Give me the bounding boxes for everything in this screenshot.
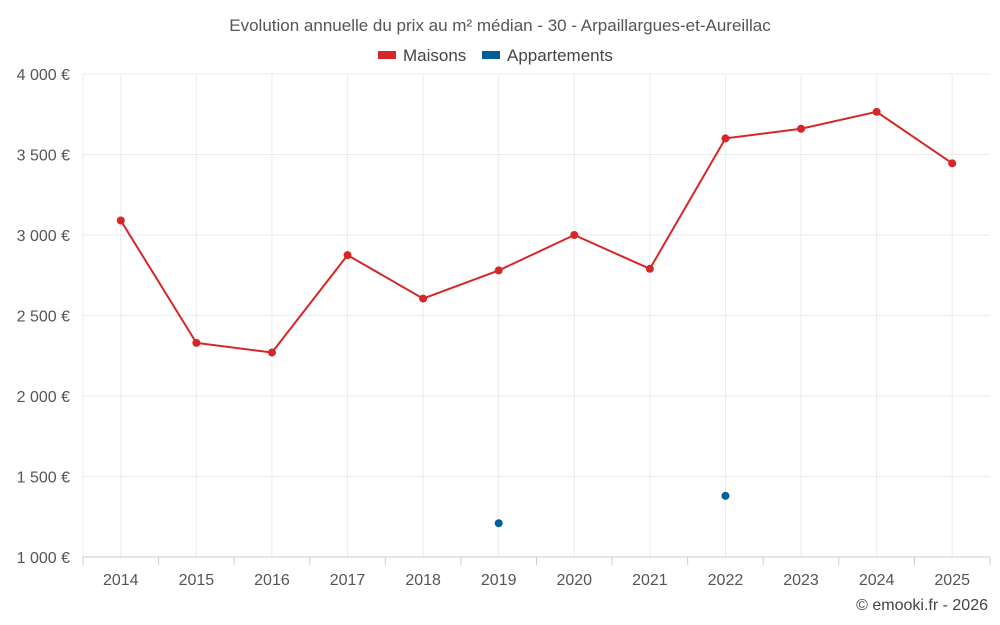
y-tick-label: 1 500 € bbox=[17, 470, 70, 487]
x-tick-label: 2019 bbox=[481, 572, 517, 589]
y-axis: 1 000 € 1 500 € 2 000 € 2 500 € 3 000 € 3 500… bbox=[17, 67, 70, 567]
series-layer bbox=[116, 107, 957, 528]
x-tick-label: 2022 bbox=[708, 572, 744, 589]
x-tick-label: 2017 bbox=[330, 572, 366, 589]
legend: Maisons Appartements bbox=[378, 46, 613, 65]
data-point-maisons-2023 bbox=[797, 124, 806, 133]
data-point-appartements-2019 bbox=[494, 519, 503, 528]
data-point-maisons-2014 bbox=[116, 216, 125, 225]
data-point-maisons-2019 bbox=[494, 266, 503, 275]
x-tick-label: 2023 bbox=[783, 572, 819, 589]
x-tick-label: 2025 bbox=[934, 572, 970, 589]
legend-swatch-maisons bbox=[378, 51, 396, 59]
legend-label-maisons: Maisons bbox=[403, 46, 466, 65]
data-point-maisons-2025 bbox=[948, 159, 957, 168]
x-tick-label: 2024 bbox=[859, 572, 895, 589]
data-point-maisons-2022 bbox=[721, 134, 730, 143]
data-point-maisons-2017 bbox=[343, 251, 352, 260]
data-point-maisons-2020 bbox=[570, 231, 579, 239]
y-tick-label: 4 000 € bbox=[17, 67, 70, 84]
legend-item-appartements[interactable]: Appartements bbox=[482, 46, 613, 65]
y-tick-label: 3 000 € bbox=[17, 228, 70, 245]
x-tick-label: 2021 bbox=[632, 572, 668, 589]
x-tick-label: 2020 bbox=[556, 572, 592, 589]
x-tick-label: 2018 bbox=[405, 572, 441, 589]
gridlines bbox=[82, 73, 990, 557]
chart-title: Evolution annuelle du prix au m² médian … bbox=[229, 16, 771, 35]
y-tick-label: 2 000 € bbox=[17, 389, 70, 406]
x-tick-label: 2016 bbox=[254, 572, 290, 589]
legend-swatch-appartements bbox=[482, 51, 500, 59]
legend-label-appartements: Appartements bbox=[507, 46, 613, 65]
legend-item-maisons[interactable]: Maisons bbox=[378, 46, 466, 65]
y-tick-label: 3 500 € bbox=[17, 148, 70, 165]
y-tick-label: 1 000 € bbox=[17, 550, 70, 567]
x-tick-label: 2014 bbox=[103, 572, 139, 589]
data-point-appartements-2022 bbox=[721, 491, 730, 500]
x-axis: 2014 2015 2016 2017 2018 2019 2020 2021 2022 2023… bbox=[82, 556, 991, 589]
data-point-maisons-2018 bbox=[419, 294, 428, 303]
credit-text: © emooki.fr - 2026 bbox=[856, 597, 988, 614]
x-tick-label: 2015 bbox=[179, 572, 215, 589]
data-point-maisons-2021 bbox=[645, 264, 654, 273]
y-tick-label: 2 500 € bbox=[17, 309, 70, 326]
data-point-maisons-2015 bbox=[192, 338, 201, 347]
data-point-maisons-2016 bbox=[267, 348, 276, 357]
data-point-maisons-2024 bbox=[872, 107, 881, 116]
series-line-maisons bbox=[119, 110, 953, 354]
